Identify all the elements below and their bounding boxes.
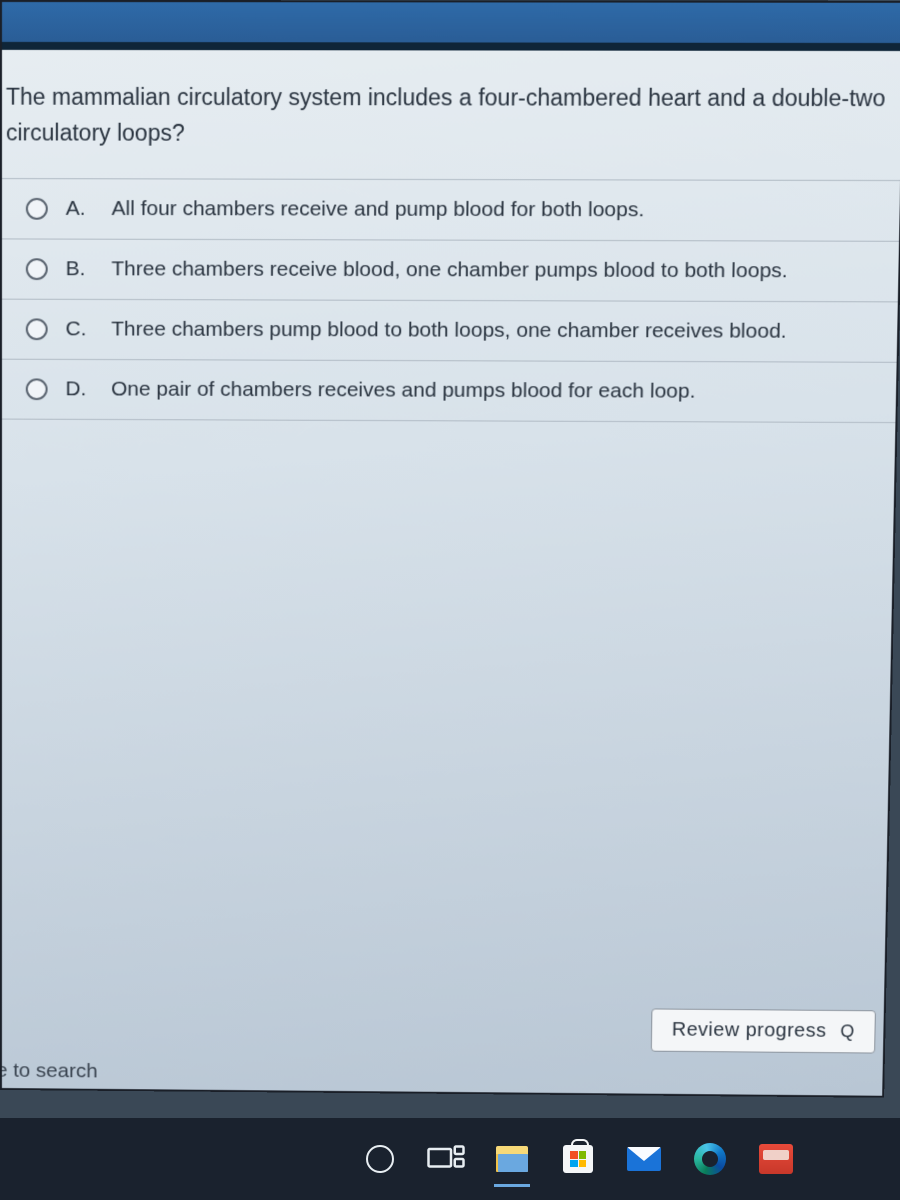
answer-options: A. All four chambers receive and pump bl…: [2, 178, 900, 423]
option-row[interactable]: D. One pair of chambers receives and pum…: [2, 360, 897, 423]
quiz-screen: The mammalian circulatory system include…: [0, 0, 900, 1098]
search-box-fragment[interactable]: e to search: [0, 1059, 98, 1083]
radio-button[interactable]: [26, 379, 48, 401]
active-indicator: [494, 1184, 530, 1187]
radio-button[interactable]: [26, 319, 48, 341]
option-text: All four chambers receive and pump blood…: [112, 197, 892, 223]
option-letter: A.: [66, 197, 94, 221]
microsoft-store-icon[interactable]: [558, 1139, 598, 1179]
review-progress-label: Review progress: [672, 1019, 827, 1042]
game-app-icon[interactable]: [756, 1139, 796, 1179]
radio-button[interactable]: [26, 259, 48, 281]
file-explorer-icon[interactable]: [492, 1139, 532, 1179]
task-view-icon[interactable]: [426, 1139, 466, 1179]
question-text: The mammalian circulatory system include…: [2, 80, 900, 181]
option-row[interactable]: B. Three chambers receive blood, one cha…: [2, 240, 899, 303]
mail-icon[interactable]: [624, 1139, 664, 1179]
option-text: One pair of chambers receives and pumps …: [111, 378, 888, 405]
option-row[interactable]: A. All four chambers receive and pump bl…: [2, 179, 900, 242]
question-panel: The mammalian circulatory system include…: [2, 50, 900, 423]
option-text: Three chambers receive blood, one chambe…: [111, 258, 890, 284]
review-progress-button[interactable]: Review progress Q: [651, 1008, 876, 1053]
browser-top-bar: [2, 2, 900, 51]
edge-browser-icon[interactable]: [690, 1139, 730, 1179]
windows-taskbar: [0, 1118, 900, 1200]
cortana-icon[interactable]: [360, 1139, 400, 1179]
option-row[interactable]: C. Three chambers pump blood to both loo…: [2, 300, 898, 363]
help-icon: Q: [840, 1022, 855, 1042]
option-letter: C.: [66, 318, 94, 342]
option-letter: B.: [66, 258, 94, 282]
option-text: Three chambers pump blood to both loops,…: [111, 318, 889, 344]
option-letter: D.: [65, 378, 93, 402]
radio-button[interactable]: [26, 198, 48, 220]
